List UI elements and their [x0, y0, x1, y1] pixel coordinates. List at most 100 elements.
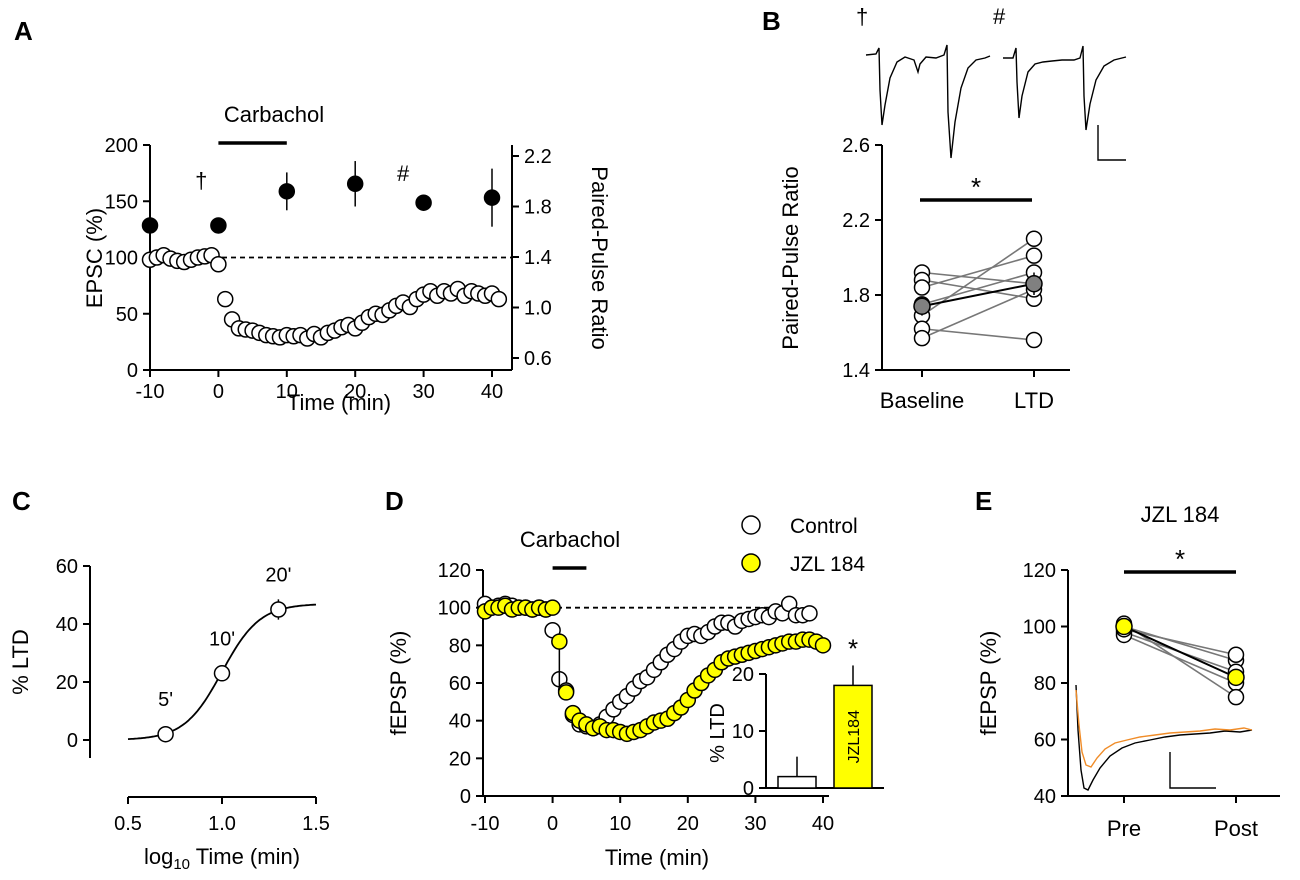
- panel-a-left-ytick-label: 150: [105, 191, 138, 213]
- panel-d-inset-bar: [777, 775, 817, 789]
- panel-a-epsc-point: [210, 256, 227, 273]
- panel-d-inset-ytick-label: 10: [732, 721, 754, 743]
- panel-b-pair-line: [921, 288, 1035, 339]
- panel-a-ppr-point: [141, 217, 159, 234]
- panel-b: B † # Paired-Pulse Ratio * 1.4 1.8 2.2 2.6 B…: [762, 4, 1127, 413]
- panel-a-epsc-point: [490, 290, 508, 308]
- panel-a-letter: A: [14, 16, 33, 46]
- panel-c-xtick-label: 1.0: [208, 813, 236, 835]
- panel-d-ytick-label: 0: [460, 786, 471, 808]
- panel-c-xtick-label: 1.5: [302, 813, 330, 835]
- panel-e-pair-line: [1123, 628, 1237, 656]
- panel-e-ytick-label: 60: [1034, 730, 1056, 752]
- panel-d-control-point: [801, 605, 818, 622]
- panel-b-trace-baseline: [865, 44, 991, 159]
- panel-a-right-ytick-label: 0.6: [524, 348, 552, 370]
- panel-b-ltd-point: [1025, 331, 1043, 349]
- panel-a-ylabel-left: EPSC (%): [82, 208, 107, 308]
- panel-a-xtick-label: 30: [412, 381, 434, 403]
- panel-a: A EPSC (%) Paired-Pulse Ratio Time (min)…: [14, 16, 612, 415]
- panel-a-xtick-label: 40: [481, 381, 503, 403]
- panel-d-ytick-label: 120: [438, 560, 471, 582]
- panel-b-significance: *: [971, 172, 981, 202]
- panel-e-pair-line: [1123, 634, 1237, 684]
- panel-b-pair-line: [921, 279, 1035, 300]
- panel-a-left-ytick-label: 200: [105, 135, 138, 157]
- panel-b-category-label: Baseline: [880, 388, 964, 413]
- panel-a-ppr-point: [210, 217, 227, 234]
- panel-d-ytick-label: 20: [449, 748, 471, 770]
- panel-d-legend-jzl-label: JZL 184: [790, 553, 865, 576]
- panel-d-jzl-point: [544, 599, 561, 616]
- panel-b-ytick-label: 1.8: [842, 285, 870, 307]
- panel-d-ytick-label: 100: [438, 598, 471, 620]
- panel-d-ytick-label: 40: [449, 711, 471, 733]
- panel-a-ppr-point: [415, 194, 432, 211]
- panel-c-point: [213, 665, 231, 682]
- panel-d-ytick-label: 80: [449, 635, 471, 657]
- panel-a-marker: †: [195, 168, 207, 193]
- panel-d-xlabel: Time (min): [605, 845, 709, 870]
- panel-a-ppr-point: [483, 189, 501, 206]
- panel-e-mean-point: [1115, 617, 1133, 636]
- panel-d-jzl-point: [557, 684, 575, 701]
- panel-a-left-ytick-label: 50: [116, 304, 138, 326]
- panel-e-title: JZL 184: [1141, 502, 1220, 527]
- panel-d-inset-significance: *: [848, 633, 858, 663]
- panel-b-mean-point: [913, 297, 931, 315]
- panel-d-xtick-label: 30: [744, 813, 766, 835]
- panel-b-trace-marker-dagger: †: [856, 4, 868, 29]
- panel-b-ylabel: Paired-Pulse Ratio: [778, 166, 803, 349]
- panel-b-pair-line: [921, 254, 1035, 289]
- panel-a-xtick-label: 10: [276, 381, 298, 403]
- panel-a-ylabel-right: Paired-Pulse Ratio: [587, 166, 612, 349]
- panel-a-xtick-label: 0: [213, 381, 224, 403]
- panel-b-baseline-point: [913, 279, 931, 296]
- panel-b-ytick-label: 2.6: [842, 135, 870, 157]
- panel-b-letter: B: [762, 6, 781, 36]
- panel-d-drug-label: Carbachol: [520, 527, 620, 552]
- panel-d-inset-ylabel: % LTD: [707, 703, 729, 763]
- panel-d-jzl-point: [814, 637, 832, 654]
- panel-c-xlabel: log10 Time (min): [144, 844, 300, 873]
- panel-a-ppr-point: [278, 183, 296, 200]
- panel-a-xtick-label: 20: [344, 381, 366, 403]
- panel-c-letter: C: [12, 486, 31, 516]
- panel-d-inset-ytick-label: 0: [743, 778, 754, 800]
- panel-a-marker: #: [397, 161, 410, 186]
- panel-e-mean-line: [1123, 625, 1237, 679]
- panel-b-pair-line: [921, 271, 1035, 306]
- panel-c-point-label: 10': [209, 628, 235, 650]
- panel-a-drug-label: Carbachol: [224, 102, 324, 127]
- panel-b-ltd-point: [1025, 247, 1043, 264]
- panel-d-legend-jzl-marker: [741, 553, 761, 573]
- panel-c-ytick-label: 40: [56, 614, 78, 636]
- panel-e-trace-post: [1075, 689, 1253, 768]
- panel-b-scale-bar: [1097, 125, 1126, 161]
- panel-a-ppr-point: [346, 175, 364, 193]
- panel-a-xtick-label: -10: [136, 381, 165, 403]
- panel-d-inset-bar: [833, 684, 873, 789]
- panel-d-inset-bar-label: JZL184: [846, 710, 863, 763]
- panel-b-mean-point: [1025, 275, 1043, 293]
- panel-a-right-ytick-label: 1.4: [524, 247, 552, 269]
- panel-e-significance: *: [1175, 544, 1185, 574]
- panel-a-right-ytick-label: 2.2: [524, 146, 552, 168]
- panel-b-ytick-label: 1.4: [842, 360, 870, 382]
- panel-a-left-ytick-label: 0: [127, 360, 138, 382]
- panel-d: D fEPSP (%) Time (min) Carbachol Control…: [385, 486, 890, 870]
- panel-c-xtick-label: 0.5: [114, 813, 142, 835]
- panel-b-baseline-point: [913, 329, 931, 347]
- panel-a-epsc-point: [216, 290, 234, 308]
- panel-e-post-point: [1227, 688, 1245, 706]
- panel-d-xtick-label: 40: [812, 813, 834, 835]
- panel-e-ytick-label: 100: [1023, 617, 1056, 639]
- panel-c-ylabel: % LTD: [8, 629, 33, 695]
- panel-e: E JZL 184 fEPSP (%) * 40 60 80 100 120 Pre Pos…: [975, 486, 1280, 841]
- panel-b-trace-ltd: [1003, 45, 1127, 131]
- panel-d-inset: % LTD 0 10 20 JZL184 *: [707, 633, 884, 800]
- panel-b-ltd-point: [1025, 230, 1043, 247]
- panel-e-category-label: Pre: [1107, 816, 1141, 841]
- panel-e-ytick-label: 80: [1034, 673, 1056, 695]
